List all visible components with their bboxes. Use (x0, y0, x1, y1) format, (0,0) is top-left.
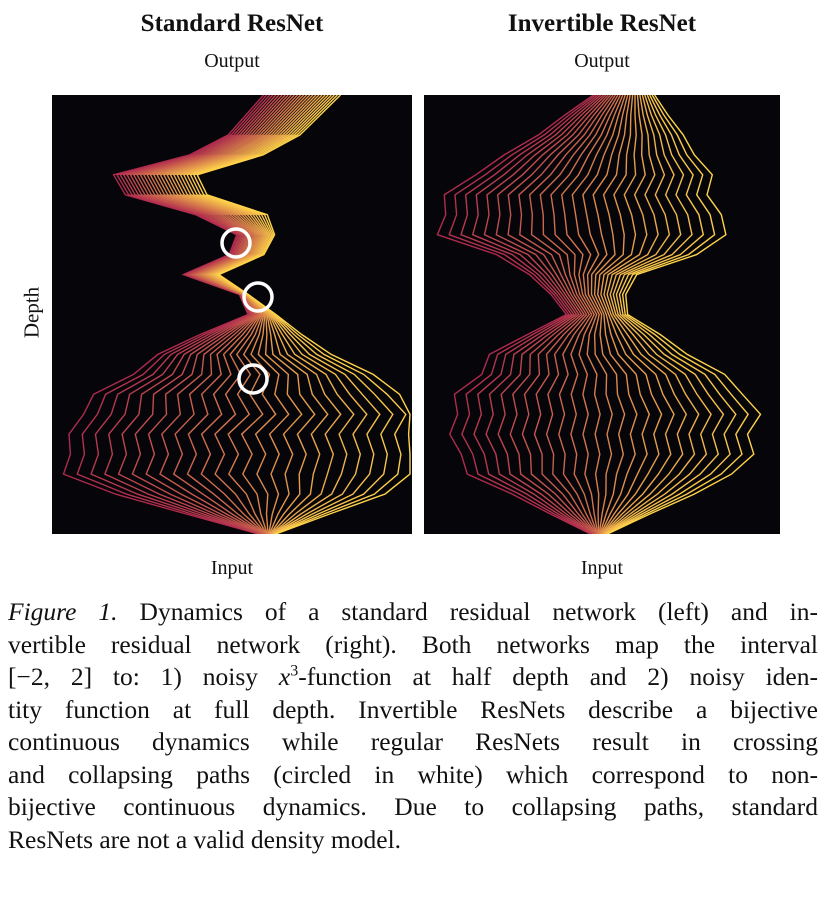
right-panel-title: Invertible ResNet (507, 10, 697, 37)
invertible-resnet-path (590, 95, 629, 534)
standard-resnet-path (196, 95, 411, 534)
standard-resnet-path (139, 95, 289, 534)
invertible-resnet-path (507, 95, 609, 534)
standard-resnet-path (159, 95, 308, 534)
standard-resnet-path (156, 95, 305, 534)
caption-line: and collapsing paths (circled in white) … (8, 759, 818, 789)
standard-resnet-path (135, 95, 286, 534)
invertible-resnet-path (518, 95, 612, 534)
caption-text: -function at half depth and 2) noisy ide… (298, 662, 818, 691)
invertible-resnet-path (593, 95, 638, 534)
caption-line: vertible residual network (right). Both … (8, 629, 818, 659)
invertible-resnet-path (571, 95, 624, 534)
left-input-label: Input (210, 557, 254, 579)
math-x: x (278, 662, 291, 691)
standard-resnet-path (169, 95, 317, 534)
standard-resnet-path (142, 95, 292, 534)
caption-line: continuous dynamics while regular ResNet… (8, 727, 818, 756)
invertible-resnet-path (604, 95, 712, 534)
standard-resnet-path (186, 95, 381, 534)
standard-resnet-path (146, 95, 295, 534)
left-output-label: Output (204, 50, 260, 72)
standard-resnet-paths (62, 95, 411, 534)
standard-resnet-path (166, 95, 314, 534)
right-input-label: Input (580, 557, 624, 579)
invertible-resnet-path (600, 95, 663, 534)
caption-line: ResNets are not a valid density model. (8, 824, 402, 854)
caption-line: [−2, 2] to: 1) noisy x3-function at half… (8, 661, 818, 694)
collapse-circle (237, 363, 269, 395)
invertible-resnet-path (596, 95, 651, 534)
invertible-resnet-path (550, 95, 619, 534)
standard-resnet-path (149, 95, 298, 534)
invertible-resnet-path (602, 95, 675, 534)
invertible-resnet-path (460, 95, 599, 534)
invertible-resnet-path (582, 95, 626, 534)
invertible-resnet-path (603, 95, 700, 534)
caption-line: tity function at full depth. Invertible … (8, 694, 818, 724)
caption-line: Figure 1. Dynamics of a standard residua… (8, 596, 818, 629)
left-panel-title: Standard ResNet (140, 10, 324, 37)
figure-caption: Figure 1. Dynamics of a standard residua… (8, 596, 818, 856)
invertible-resnet-paths (436, 95, 762, 534)
caption-text: [−2, 2] to: 1) noisy (8, 662, 279, 691)
invertible-resnet-plot (424, 95, 780, 534)
invertible-resnet-path (483, 95, 604, 534)
figure-label: Figure 1. (8, 597, 118, 626)
standard-resnet-path (172, 95, 329, 534)
invertible-resnet-path (560, 95, 621, 534)
caption-line: bijective continuous dynamics. Due to co… (8, 792, 818, 821)
depth-axis-label: Depth (19, 286, 44, 339)
invertible-resnet-path (605, 95, 737, 534)
invertible-resnet-path (436, 95, 594, 534)
invertible-resnet-path (605, 95, 725, 534)
invertible-resnet-path (539, 95, 616, 534)
invertible-resnet-path (448, 95, 597, 534)
standard-resnet-path (162, 95, 311, 534)
standard-resnet-plot (52, 95, 412, 534)
math-exponent: 3 (290, 662, 299, 680)
collapse-circle (220, 227, 252, 259)
invertible-resnet-path (602, 95, 688, 534)
standard-resnet-path (152, 95, 302, 534)
invertible-resnet-path (495, 95, 607, 534)
collapse-circle (242, 281, 274, 313)
invertible-resnet-path (606, 95, 749, 534)
right-output-label: Output (574, 50, 630, 72)
invertible-resnet-path (528, 95, 614, 534)
caption-text: Dynamics of a standard residual network … (139, 597, 818, 626)
standard-resnet-path (176, 95, 342, 534)
invertible-resnet-path (607, 95, 762, 534)
invertible-resnet-path (471, 95, 602, 534)
